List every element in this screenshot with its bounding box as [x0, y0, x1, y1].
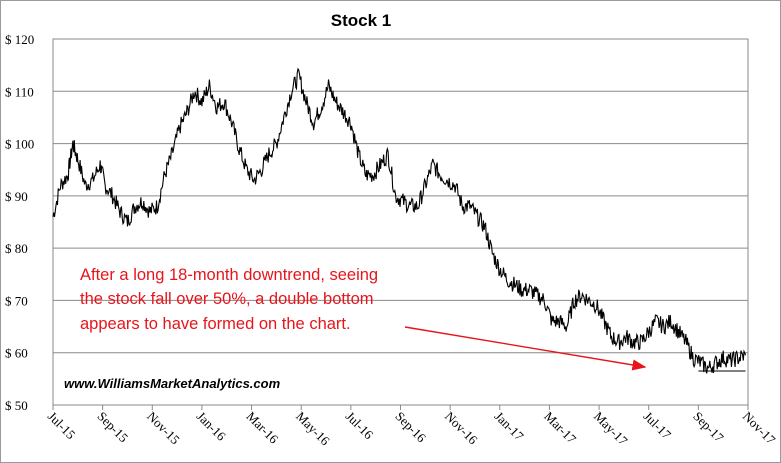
annotation-line-3: appears to have formed on the chart. — [80, 315, 351, 333]
price-line — [52, 67, 747, 374]
y-axis-ticks: $ 50 $ 60 $ 70 $ 80 $ 90 $ 100 $ 110 $ 120 — [5, 32, 34, 413]
y-tick-label: $ 60 — [5, 346, 28, 361]
price-series — [52, 67, 747, 374]
annotation-arrow — [404, 326, 647, 371]
gridlines — [53, 90, 748, 354]
watermark-text: www.WilliamsMarketAnalytics.com — [64, 376, 281, 391]
y-tick-label: $ 80 — [5, 241, 28, 256]
y-tick-label: $ 50 — [5, 398, 28, 413]
annotation-line-2: the stock fall over 50%, a double bottom — [80, 290, 374, 308]
y-tick-label: $ 90 — [5, 189, 28, 204]
y-tick-label: $ 110 — [5, 84, 34, 99]
y-tick-label: $ 120 — [5, 32, 34, 47]
annotation-text: After a long 18-month downtrend, seeing … — [80, 266, 378, 333]
plot-area-border — [52, 38, 749, 406]
annotation-line-1: After a long 18-month downtrend, seeing — [80, 266, 378, 284]
y-tick-label: $ 70 — [5, 293, 28, 308]
chart-title: Stock 1 — [331, 11, 391, 30]
y-tick-label: $ 100 — [5, 137, 34, 152]
